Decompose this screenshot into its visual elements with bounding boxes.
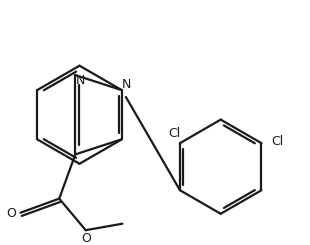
Text: N: N — [122, 78, 131, 91]
Text: N: N — [76, 74, 85, 87]
Text: O: O — [6, 207, 16, 220]
Text: Cl: Cl — [271, 135, 283, 148]
Text: O: O — [82, 232, 92, 245]
Text: Cl: Cl — [168, 127, 180, 140]
